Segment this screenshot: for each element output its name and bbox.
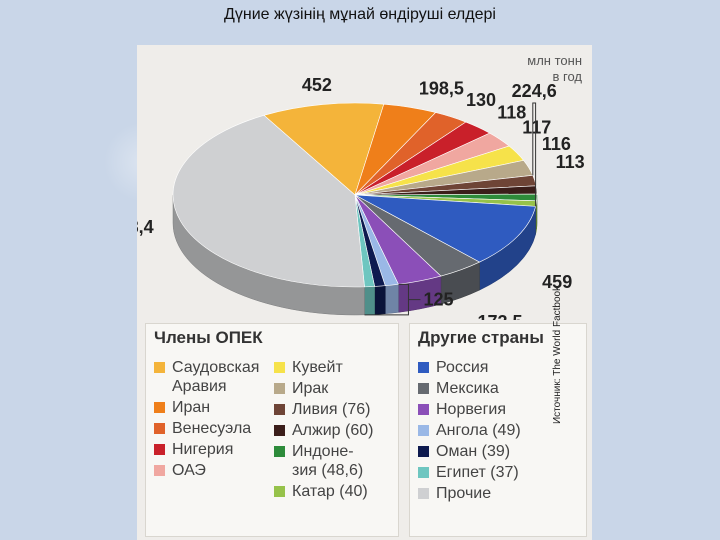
value-label-11: 459 xyxy=(542,272,572,292)
callout-label-other: 125 xyxy=(423,290,453,310)
legend-swatch xyxy=(154,362,165,373)
value-label-1: 198,5 xyxy=(419,78,464,98)
legend-item: Катар (40) xyxy=(274,482,373,501)
value-label-2: 130 xyxy=(466,90,496,110)
legend-item: ОАЭ xyxy=(154,461,259,480)
legend-label: Иран xyxy=(172,399,211,416)
legend-swatch xyxy=(274,446,285,457)
pie-side-14 xyxy=(385,284,399,314)
pie-chart: 452198,5130118117116113459173,51661768,4… xyxy=(137,75,585,320)
legend-opec-col2: Кувейт Ирак Ливия (76) Алжир (60) Индоне- зи… xyxy=(274,358,373,503)
legend-item: Мексика xyxy=(418,379,521,398)
legend-swatch xyxy=(418,362,429,373)
legend-item: Египет (37) xyxy=(418,463,521,482)
pie-slice-11 xyxy=(354,194,536,263)
legend-item: Ливия (76) xyxy=(274,400,373,419)
legend-item: Оман (39) xyxy=(418,442,521,461)
legend-item: Кувейт xyxy=(274,358,373,377)
callout-bracket-opec xyxy=(532,102,537,207)
legend-item: Норвегия xyxy=(418,400,521,419)
legend-other: Другие страны Россия Мексика Норвегия Ангол… xyxy=(409,286,587,537)
legend-item: Венесуэла xyxy=(154,419,259,438)
value-label-4: 117 xyxy=(522,117,551,137)
legend-item: Россия xyxy=(418,358,521,377)
legend-item: Алжир (60) xyxy=(274,421,373,440)
legend-item: Иран xyxy=(154,398,259,417)
slide-title: Дүние жүзінің мұнай өндіруші елдері xyxy=(224,6,496,23)
legend-swatch xyxy=(154,423,165,434)
legend-label: Кувейт xyxy=(292,359,343,376)
legend-label: Египет (37) xyxy=(436,464,519,481)
legend-swatch xyxy=(154,402,165,413)
legend-swatch xyxy=(418,425,429,436)
legend-item: Прочие xyxy=(418,484,521,503)
value-label-17: 1768,4 xyxy=(137,217,154,237)
legend-label: Мексика xyxy=(436,380,499,397)
legend-label: Ангола (49) xyxy=(436,422,521,439)
legend-item: Саудовская Аравия xyxy=(154,358,259,396)
legend-label: Нигерия xyxy=(172,441,234,458)
legend-label: Саудовская Аравия xyxy=(172,359,260,395)
legend-label: ОАЭ xyxy=(172,462,206,479)
value-label-12: 173,5 xyxy=(477,312,522,320)
legend-swatch xyxy=(154,465,165,476)
legend-label: Индоне- зия (48,6) xyxy=(292,443,364,479)
legend-swatch xyxy=(274,425,285,436)
legend-label: Венесуэла xyxy=(172,420,252,437)
legend-item: Ирак xyxy=(274,379,373,398)
legend-item: Нигерия xyxy=(154,440,259,459)
value-label-6: 113 xyxy=(556,152,585,172)
value-label-5: 116 xyxy=(542,134,571,154)
legend-label: Россия xyxy=(436,359,489,376)
legend-swatch xyxy=(418,383,429,394)
pie-side-15 xyxy=(374,285,386,315)
legend-swatch xyxy=(154,444,165,455)
pie-slice-0 xyxy=(263,102,385,196)
legend-opec: Члены ОПЕК Саудовская Аравия Иран Венесуэл… xyxy=(145,323,399,537)
legend-swatch xyxy=(418,404,429,415)
legend-swatch xyxy=(274,362,285,373)
legend-swatch xyxy=(418,488,429,499)
legend-label: Норвегия xyxy=(436,401,507,418)
callout-label-opec: 224,6 xyxy=(512,81,557,101)
legend-other-title: Другие страны xyxy=(418,328,544,347)
legend-swatch xyxy=(274,404,285,415)
pie-side-16 xyxy=(364,286,375,316)
legend-swatch xyxy=(274,486,285,497)
legend-label: Ирак xyxy=(292,380,329,397)
legend-label: Оман (39) xyxy=(436,443,511,460)
chart-card: 452198,5130118117116113459173,51661768,4… xyxy=(137,45,592,540)
source-note: Источник: The World Factbook xyxy=(552,285,563,424)
legend-swatch xyxy=(274,383,285,394)
legend-label: Ливия (76) xyxy=(292,401,371,418)
legend-item: Индоне- зия (48,6) xyxy=(274,442,373,480)
legend-opec-title: Члены ОПЕК xyxy=(154,328,263,347)
value-label-3: 118 xyxy=(497,103,526,123)
legend-label: Катар (40) xyxy=(292,483,368,500)
legend-other-col: Россия Мексика Норвегия Ангола (49) Оман (39… xyxy=(418,358,521,505)
legend-item: Ангола (49) xyxy=(418,421,521,440)
legend-swatch xyxy=(418,467,429,478)
legend-swatch xyxy=(418,446,429,457)
pie-slice-17 xyxy=(172,114,365,288)
legend-label: Алжир (60) xyxy=(292,422,374,439)
unit-label: млн тонн в год xyxy=(527,53,582,84)
legend-label: Прочие xyxy=(436,485,492,502)
legend-opec-col1: Саудовская Аравия Иран Венесуэла Нигерия ОАЭ xyxy=(154,358,259,482)
value-label-0: 452 xyxy=(302,75,332,95)
